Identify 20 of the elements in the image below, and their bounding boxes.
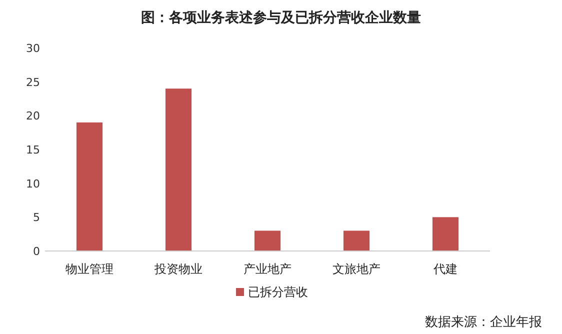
y-tick-label: 20 [26,110,40,123]
source-note: 数据来源：企业年报 [425,315,542,330]
x-tick-label: 代建 [432,262,458,276]
y-tick-label: 25 [26,76,40,89]
x-tick-label: 产业地产 [244,262,292,276]
bar [432,217,458,251]
y-tick-label: 15 [26,144,40,156]
x-tick-label: 文旅地产 [332,262,380,276]
y-tick-label: 5 [33,211,40,224]
y-tick-label: 0 [33,245,40,258]
bar [344,230,370,251]
bar [254,230,280,251]
x-tick-label: 物业管理 [66,262,114,276]
legend-label: 已拆分营收 [248,285,308,299]
bar [76,122,102,251]
chart-title: 图：各项业务表述参与及已拆分营收企业数量 [141,9,421,26]
y-tick-label: 10 [26,177,40,190]
x-tick-label: 投资物业 [154,262,202,276]
y-tick-label: 30 [26,42,40,55]
bar [166,88,192,251]
